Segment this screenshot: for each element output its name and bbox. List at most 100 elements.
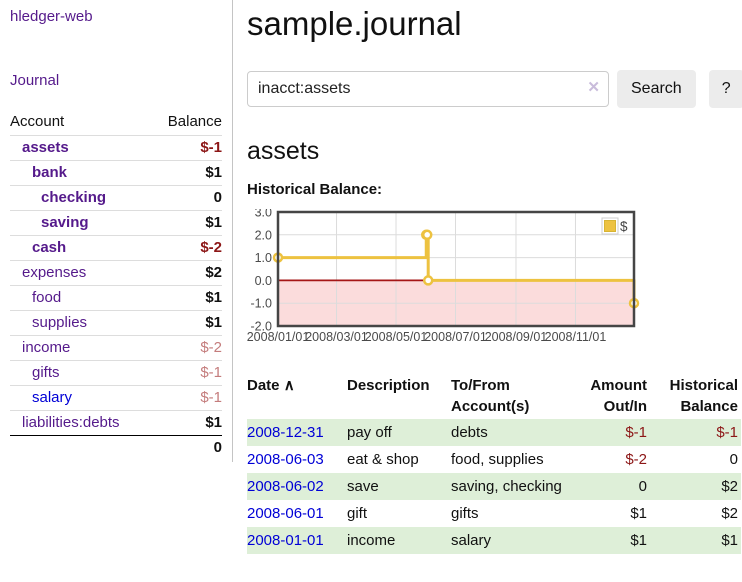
- register-date-cell: 2008-12-31: [247, 419, 347, 446]
- search-input[interactable]: [247, 71, 609, 107]
- account-heading: assets: [247, 137, 320, 165]
- search-box: ✕: [247, 71, 609, 107]
- account-balance: $1: [205, 289, 222, 306]
- register-accounts-cell: debts: [451, 424, 488, 441]
- search-bar: ✕ Search ?: [247, 70, 742, 108]
- register-row: 2008-06-02 save saving, checking 0 $2: [247, 473, 741, 500]
- register-description-cell: income: [347, 532, 396, 549]
- y-tick-label: -1.0: [250, 297, 272, 311]
- account-row: food $1: [10, 285, 222, 310]
- chart-data-point: [421, 229, 433, 241]
- register-amount-cell: $-1: [625, 424, 647, 441]
- sidebar-account-link[interactable]: cash: [32, 239, 67, 256]
- account-balance: $2: [205, 264, 222, 281]
- account-row: liabilities:debts $1: [10, 410, 222, 435]
- sort-asc-icon: ∧: [283, 377, 295, 394]
- sidebar-account-link[interactable]: checking: [41, 189, 107, 206]
- account-balance: $-1: [200, 364, 222, 381]
- sidebar-account-link[interactable]: assets: [22, 139, 69, 156]
- accounts-col-account: Account: [10, 113, 65, 130]
- accounts-header: Account Balance: [10, 110, 222, 135]
- register-balance-cell: $1: [721, 532, 738, 549]
- accounts-tree: assets $-1 bank $1 checking 0 saving $1 cash $-2 e…: [10, 135, 222, 435]
- col-description: Description: [347, 377, 430, 394]
- account-row: assets $-1: [10, 135, 222, 160]
- sidebar-account-link[interactable]: gifts: [32, 364, 60, 381]
- help-button[interactable]: ?: [708, 70, 742, 108]
- transaction-date-link[interactable]: 2008-06-03: [247, 451, 324, 468]
- register-accounts-cell: saving, checking: [451, 478, 562, 495]
- account-row: checking 0: [10, 185, 222, 210]
- transaction-date-link[interactable]: 2008-12-31: [247, 424, 324, 441]
- register-accounts-cell: gifts: [451, 505, 479, 522]
- brand-link[interactable]: hledger-web: [10, 8, 93, 25]
- account-row: salary $-1: [10, 385, 222, 410]
- register-balance-cell: 0: [729, 451, 738, 468]
- sidebar-account-link[interactable]: liabilities:debts: [22, 414, 120, 431]
- register-row: 2008-06-01 gift gifts $1 $2: [247, 500, 741, 527]
- y-tick-label: -2.0: [250, 320, 272, 334]
- register-table: Date ∧ Description To/From Account(s) Am…: [247, 373, 741, 554]
- legend-swatch: [604, 220, 616, 232]
- page-title: sample.journal: [247, 5, 462, 42]
- legend-label: $: [620, 219, 628, 234]
- x-tick-label: 2008/03/01: [305, 330, 368, 344]
- col-accounts: To/From Account(s): [451, 377, 530, 415]
- account-balance: $1: [205, 214, 222, 231]
- register-row: 2008-06-03 eat & shop food, supplies $-2 0: [247, 446, 741, 473]
- main-content: sample.journal ✕ Search ? assets Histori…: [233, 0, 742, 554]
- sidebar-account-link[interactable]: salary: [32, 389, 73, 406]
- register-balance-cell: $2: [721, 478, 738, 495]
- account-row: gifts $-1: [10, 360, 222, 385]
- account-row: bank $1: [10, 160, 222, 185]
- sidebar-item-journal[interactable]: Journal: [10, 72, 60, 89]
- accounts-total-value: 0: [213, 439, 222, 456]
- register-amount-cell: $1: [630, 532, 647, 549]
- register-amount-cell: $1: [630, 505, 647, 522]
- y-tick-label: 1.0: [255, 251, 272, 265]
- y-tick-label: 2.0: [255, 228, 272, 242]
- register-description-cell: pay off: [347, 424, 392, 441]
- account-balance: $1: [205, 314, 222, 331]
- sidebar-account-link[interactable]: income: [22, 339, 71, 356]
- sidebar-account-link[interactable]: food: [32, 289, 62, 306]
- register-date-cell: 2008-01-01: [247, 527, 347, 554]
- transaction-date-link[interactable]: 2008-06-01: [247, 505, 324, 522]
- sidebar-account-link[interactable]: saving: [41, 214, 89, 231]
- col-date[interactable]: Date ∧: [247, 377, 295, 394]
- account-balance: 0: [213, 189, 222, 206]
- register-balance-cell: $2: [721, 505, 738, 522]
- account-row: saving $1: [10, 210, 222, 235]
- chart-border: [276, 210, 636, 328]
- account-row: cash $-2: [10, 235, 222, 260]
- account-row: expenses $2: [10, 260, 222, 285]
- register-description-cell: eat & shop: [347, 451, 419, 468]
- search-button[interactable]: Search: [617, 70, 696, 108]
- register-description-cell: save: [347, 478, 379, 495]
- sidebar-account-link[interactable]: bank: [32, 164, 68, 181]
- account-row: supplies $1: [10, 310, 222, 335]
- register-row: 2008-12-31 pay off debts $-1 $-1: [247, 419, 741, 446]
- transaction-date-link[interactable]: 2008-01-01: [247, 532, 324, 549]
- clear-search-icon[interactable]: ✕: [587, 79, 600, 96]
- register-date-cell: 2008-06-03: [247, 446, 347, 473]
- register-date-cell: 2008-06-01: [247, 500, 347, 527]
- sidebar-account-link[interactable]: supplies: [32, 314, 88, 331]
- register-amount-cell: 0: [638, 478, 647, 495]
- account-balance: $-1: [200, 389, 222, 406]
- sidebar: hledger-web Journal Account Balance asse…: [0, 0, 233, 462]
- register-accounts-cell: salary: [451, 532, 492, 549]
- x-tick-label: 2008/07/01: [424, 330, 487, 344]
- col-balance: Historical Balance: [669, 377, 738, 415]
- app: hledger-web Journal Account Balance asse…: [0, 0, 742, 554]
- accounts-col-balance: Balance: [167, 113, 222, 130]
- register-accounts-cell: food, supplies: [451, 451, 544, 468]
- account-balance: $1: [205, 164, 222, 181]
- account-balance: $-1: [200, 139, 222, 156]
- sidebar-account-link[interactable]: expenses: [22, 264, 87, 281]
- register-description-cell: gift: [347, 505, 368, 522]
- x-tick-label: 2008/11/01: [545, 330, 607, 344]
- x-tick-label: 2008/09/01: [485, 330, 548, 344]
- chart-title: Historical Balance:: [247, 181, 383, 198]
- transaction-date-link[interactable]: 2008-06-02: [247, 478, 324, 495]
